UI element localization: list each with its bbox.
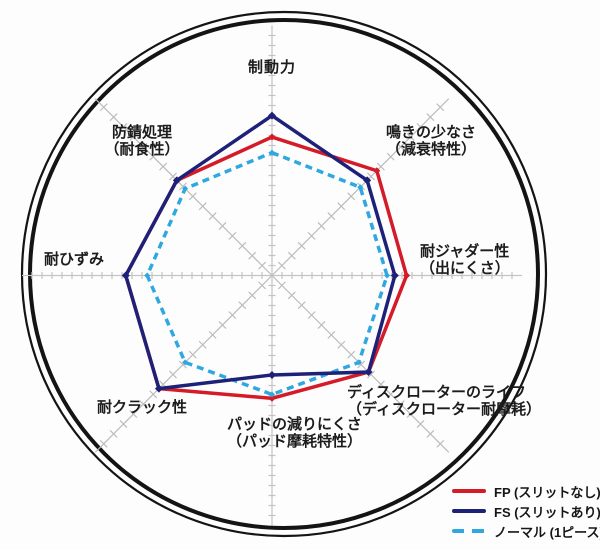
legend-item-fp: FP (スリットなし) — [452, 481, 600, 501]
axis-label-rotor-life-line2: （ディスクローター耐摩耗） — [347, 401, 541, 418]
axis-label-crack-line1: 耐クラック性 — [96, 399, 188, 416]
axis-label-noise-line2: （減衰特性） — [385, 141, 477, 158]
axis-label-rotor-life: ディスクローターのライフ （ディスクローター耐摩耗） — [347, 384, 541, 418]
legend-item-fs: FS (スリットあり) — [452, 501, 600, 521]
axis-label-noise: 鳴きの少なさ （減衰特性） — [386, 124, 476, 158]
axis-label-rust: 防錆処理 （耐食性） — [104, 124, 179, 158]
legend-swatch-fp-line — [452, 489, 486, 493]
legend-label-fp: FP (スリットなし) — [494, 484, 600, 500]
legend-swatch-fs-line — [452, 509, 486, 513]
legend-label-normal: ノーマル (1ピース) — [494, 524, 600, 540]
axis-label-judder-line1: 耐ジャダー性 — [420, 243, 510, 260]
axis-label-rotor-life-line1: ディスクローターのライフ — [347, 384, 526, 401]
axis-label-pad-wear: パッドの減りにくさ （パッド摩耗特性） — [227, 416, 362, 450]
legend-swatch-normal-dashed-line — [452, 529, 486, 533]
axis-label-pad-wear-line1: パッドの減りにくさ — [227, 416, 362, 433]
legend-label-fs: FS (スリットあり) — [494, 504, 600, 520]
axis-label-distortion: 耐ひずみ — [44, 251, 104, 268]
axis-label-braking-line1: 制動力 — [247, 59, 297, 76]
axis-label-judder-line2: （出にくさ） — [420, 260, 510, 277]
axis-label-pad-wear-line2: （パッド摩耗特性） — [227, 433, 363, 450]
axis-label-distortion-line1: 耐ひずみ — [43, 251, 105, 268]
axis-label-noise-line1: 鳴きの少なさ — [385, 124, 477, 141]
axis-label-crack: 耐クラック性 — [97, 399, 187, 416]
legend-item-normal: ノーマル (1ピース) — [452, 521, 600, 541]
axis-label-rust-line1: 防錆処理 — [111, 124, 173, 141]
axis-label-braking: 制動力 — [248, 59, 296, 76]
axis-label-judder: 耐ジャダー性 （出にくさ） — [420, 243, 510, 277]
axis-label-rust-line2: （耐食性） — [104, 141, 180, 158]
chart-legend: FP (スリットなし) FS (スリットあり) ノーマル (1ピース) — [452, 481, 600, 541]
